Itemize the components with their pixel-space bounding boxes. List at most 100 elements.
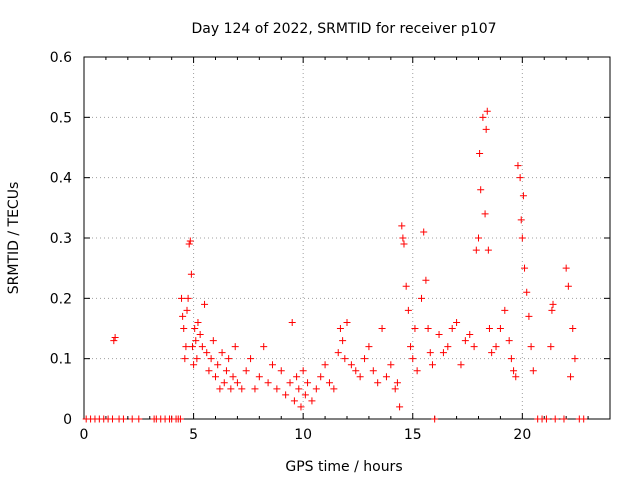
data-point [176, 415, 184, 423]
data-point [186, 237, 194, 245]
data-point [567, 373, 575, 381]
data-point [382, 373, 390, 381]
data-point [207, 355, 215, 363]
data-point [251, 385, 259, 393]
data-point [551, 415, 559, 423]
data-point [191, 325, 199, 332]
y-tick-label: 0.5 [50, 110, 72, 126]
data-point [391, 385, 399, 393]
data-point [178, 294, 186, 302]
data-point [571, 355, 579, 363]
data-point [505, 337, 513, 345]
data-point [507, 355, 515, 363]
y-tick-label: 0.2 [50, 291, 72, 307]
data-points [82, 107, 588, 423]
data-point [312, 385, 320, 393]
data-point [183, 306, 191, 314]
data-point [214, 361, 222, 369]
y-tick-label: 0.1 [50, 352, 72, 368]
chart-title: Day 124 of 2022, SRMTID for receiver p10… [191, 21, 496, 37]
data-point [321, 361, 329, 369]
data-point [336, 325, 344, 332]
data-point [209, 337, 217, 345]
data-point [435, 331, 443, 339]
data-point [231, 343, 239, 351]
x-tick-label: 0 [80, 427, 89, 443]
data-point [190, 361, 198, 369]
data-point [299, 367, 307, 375]
data-point [422, 276, 430, 284]
data-point [374, 379, 382, 387]
data-point [409, 355, 417, 363]
data-point [481, 210, 489, 218]
data-point [352, 367, 360, 375]
data-point [516, 174, 524, 182]
data-point [242, 367, 250, 375]
y-tick-label: 0.3 [50, 231, 72, 247]
data-point [260, 343, 268, 351]
x-axis-label: GPS time / hours [285, 459, 402, 475]
data-point [361, 355, 369, 363]
data-point [407, 343, 415, 351]
data-point [514, 162, 522, 170]
data-point [181, 355, 189, 363]
data-point [227, 385, 235, 393]
data-point [317, 373, 325, 381]
data-point [184, 294, 192, 302]
data-point [476, 150, 484, 158]
data-point [194, 318, 202, 326]
data-point [334, 349, 342, 357]
data-point [196, 331, 204, 339]
data-point [420, 228, 428, 236]
data-point [203, 349, 211, 357]
data-point [369, 367, 377, 375]
data-point [402, 282, 410, 290]
data-point [393, 379, 401, 387]
data-point [238, 385, 246, 393]
data-point [501, 306, 509, 314]
data-point [205, 367, 213, 375]
data-point [418, 294, 426, 302]
data-point [308, 397, 316, 405]
data-point [400, 240, 408, 248]
data-point [560, 415, 568, 423]
data-point [247, 355, 255, 363]
data-point [356, 373, 364, 381]
data-point [549, 300, 557, 308]
data-point [325, 379, 333, 387]
data-point [180, 325, 188, 332]
data-point [472, 246, 480, 254]
data-point [448, 325, 456, 332]
data-point [216, 385, 224, 393]
data-point [569, 325, 577, 332]
data-point [111, 334, 119, 342]
data-point [444, 343, 452, 351]
data-point [562, 264, 570, 272]
data-point [192, 337, 200, 345]
data-point [461, 337, 469, 345]
data-point [229, 373, 237, 381]
plot-frame [83, 56, 611, 420]
data-point [510, 367, 518, 375]
data-point [457, 361, 465, 369]
data-point [187, 270, 195, 278]
y-tick-label: 0.4 [50, 171, 72, 187]
data-point [378, 325, 386, 332]
data-point [286, 379, 294, 387]
data-point [484, 246, 492, 254]
data-point [273, 385, 281, 393]
data-point [453, 318, 461, 326]
x-tick-label: 20 [513, 427, 531, 443]
data-point [439, 349, 447, 357]
x-tick-label: 5 [189, 427, 198, 443]
data-point [521, 264, 529, 272]
data-point [220, 379, 228, 387]
data-point [201, 300, 209, 308]
x-tick-label: 15 [404, 427, 422, 443]
data-point [193, 355, 201, 363]
data-point [485, 325, 493, 332]
y-tick-label: 0 [63, 412, 72, 428]
data-point [399, 234, 407, 242]
data-point [529, 367, 537, 375]
data-point [517, 216, 525, 224]
